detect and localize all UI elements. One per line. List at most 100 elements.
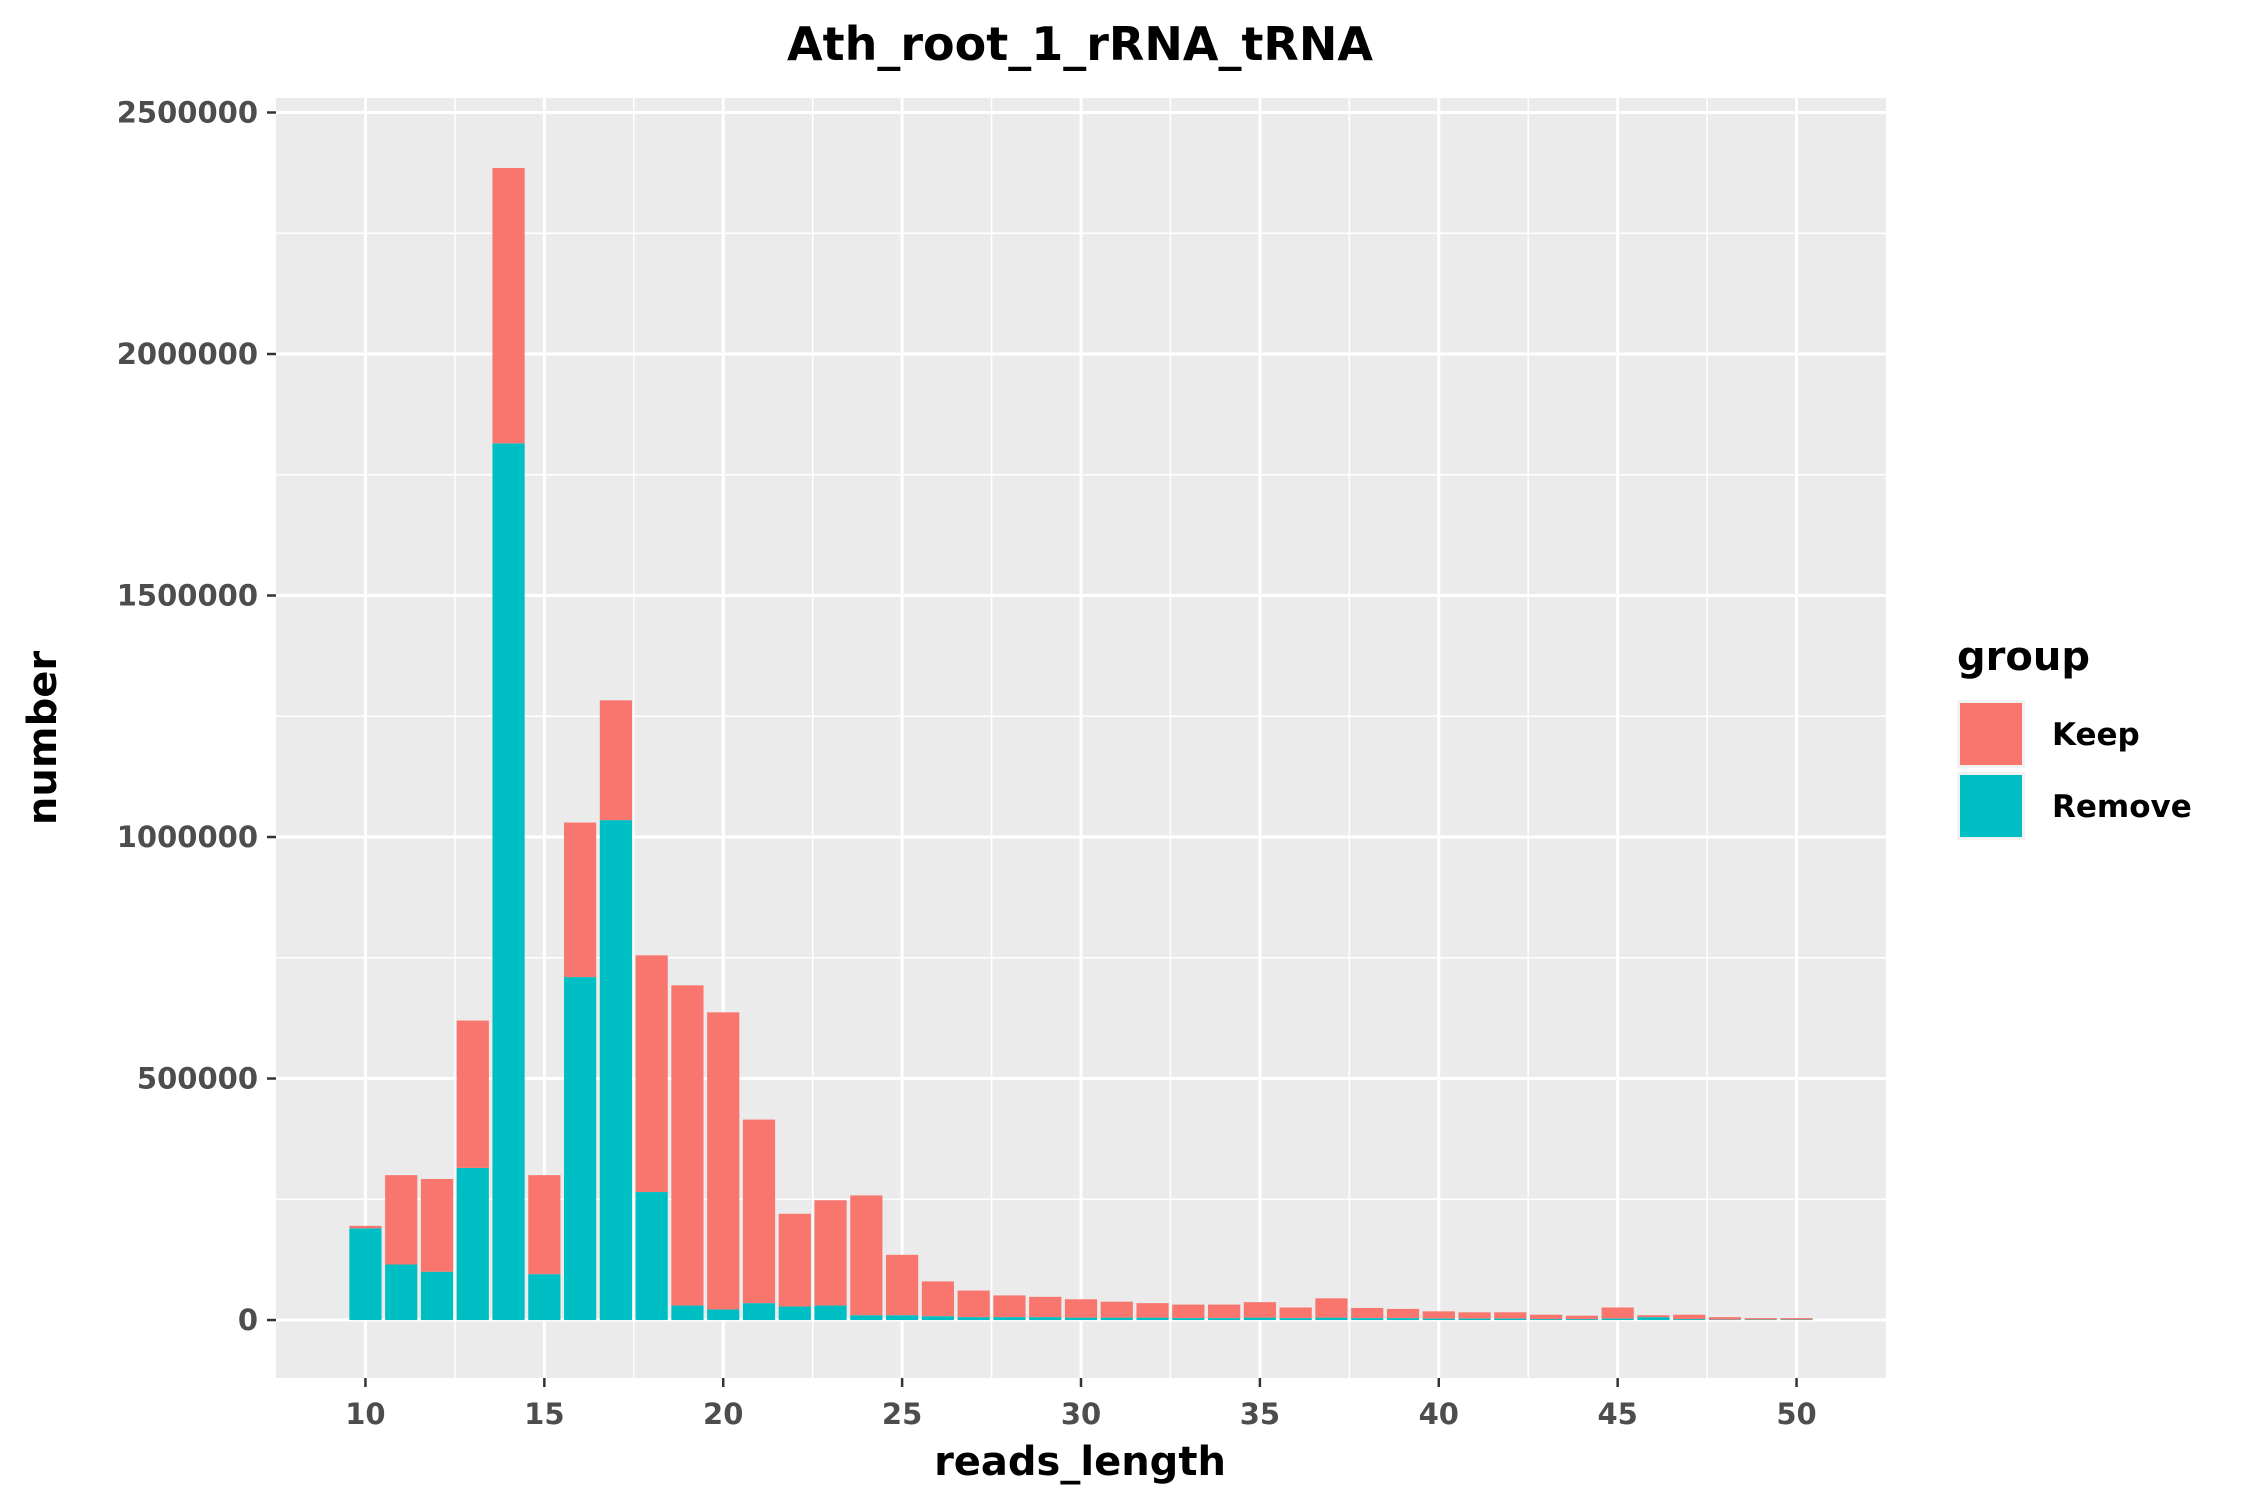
bar-keep-10 — [349, 1225, 382, 1229]
bar-keep-40 — [1422, 1311, 1455, 1319]
bar-remove-24 — [850, 1315, 883, 1321]
bar-keep-21 — [742, 1119, 776, 1304]
bar-keep-27 — [957, 1290, 990, 1318]
bar-remove-39 — [1386, 1318, 1420, 1321]
bar-keep-11 — [385, 1175, 418, 1265]
legend: group Keep Remove — [1957, 634, 2192, 840]
y-tick-label: 1500000 — [117, 579, 258, 613]
bar-remove-38 — [1351, 1318, 1384, 1321]
y-axis-title: number — [20, 651, 66, 825]
x-tick-label: 25 — [882, 1397, 922, 1431]
x-tick-label: 15 — [524, 1397, 564, 1431]
bar-keep-23 — [814, 1200, 847, 1306]
bar-remove-42 — [1494, 1318, 1527, 1321]
bar-keep-38 — [1351, 1307, 1384, 1319]
bar-remove-46 — [1637, 1317, 1670, 1321]
bar-keep-50 — [1780, 1318, 1813, 1320]
bar-remove-41 — [1458, 1318, 1491, 1321]
bar-remove-47 — [1673, 1319, 1706, 1321]
y-tick-label: 2000000 — [117, 337, 258, 371]
bar-remove-40 — [1422, 1318, 1455, 1321]
bar-keep-28 — [993, 1295, 1026, 1318]
bar-keep-32 — [1136, 1303, 1169, 1318]
bar-remove-45 — [1601, 1318, 1634, 1321]
bar-keep-36 — [1279, 1307, 1312, 1319]
bar-remove-20 — [707, 1309, 740, 1321]
bar-remove-22 — [778, 1306, 811, 1321]
bar-keep-16 — [564, 822, 597, 978]
x-axis-title: reads_length — [934, 1439, 1226, 1485]
bar-keep-18 — [635, 955, 668, 1193]
bar-keep-46 — [1637, 1315, 1670, 1318]
bar-keep-42 — [1494, 1312, 1527, 1319]
bar-keep-37 — [1315, 1298, 1348, 1318]
bar-remove-12 — [420, 1271, 454, 1321]
y-tick-label: 500000 — [137, 1062, 258, 1096]
x-tick-label: 40 — [1419, 1397, 1459, 1431]
bar-remove-43 — [1530, 1319, 1563, 1321]
legend-label-keep: Keep — [2052, 717, 2140, 753]
bar-keep-13 — [456, 1020, 489, 1168]
legend-swatch-keep — [1960, 703, 2022, 765]
bar-remove-36 — [1279, 1318, 1312, 1321]
bar-keep-30 — [1064, 1299, 1098, 1318]
bar-remove-10 — [349, 1228, 382, 1321]
x-tick-label: 30 — [1061, 1397, 1101, 1431]
bar-remove-34 — [1208, 1318, 1241, 1321]
legend-swatch-remove — [1960, 775, 2022, 837]
bar-remove-15 — [528, 1274, 561, 1321]
bar-remove-17 — [599, 820, 632, 1321]
bar-keep-47 — [1673, 1314, 1706, 1320]
y-axis-ticks: 0 500000 1000000 1500000 2000000 2500000 — [117, 95, 276, 1337]
bar-remove-30 — [1064, 1317, 1098, 1321]
bar-remove-37 — [1315, 1317, 1348, 1321]
x-tick-label: 50 — [1776, 1397, 1816, 1431]
legend-title: group — [1957, 634, 2090, 680]
bar-remove-23 — [814, 1305, 847, 1321]
bar-remove-13 — [456, 1167, 489, 1321]
bar-keep-43 — [1530, 1314, 1563, 1320]
bars — [349, 168, 1813, 1321]
bar-remove-32 — [1136, 1317, 1169, 1321]
bar-keep-24 — [850, 1195, 883, 1316]
y-tick-label: 0 — [238, 1303, 258, 1337]
bar-remove-25 — [886, 1315, 919, 1321]
bar-keep-17 — [599, 700, 632, 821]
bar-remove-11 — [385, 1264, 418, 1321]
legend-label-remove: Remove — [2052, 789, 2192, 825]
bar-keep-20 — [707, 1012, 740, 1310]
bar-remove-27 — [957, 1317, 990, 1321]
bar-remove-14 — [492, 443, 525, 1321]
bar-remove-33 — [1172, 1318, 1205, 1321]
bar-keep-33 — [1172, 1304, 1205, 1319]
bar-remove-28 — [993, 1317, 1026, 1321]
x-tick-label: 20 — [703, 1397, 743, 1431]
bar-remove-21 — [742, 1303, 776, 1321]
bar-remove-44 — [1565, 1319, 1598, 1321]
bar-keep-26 — [921, 1281, 954, 1317]
bar-keep-34 — [1208, 1304, 1241, 1319]
bar-remove-19 — [671, 1305, 704, 1321]
x-tick-label: 10 — [345, 1397, 385, 1431]
bar-keep-31 — [1100, 1301, 1133, 1318]
bar-keep-15 — [528, 1175, 561, 1275]
y-tick-label: 2500000 — [117, 95, 258, 129]
bar-remove-29 — [1029, 1317, 1062, 1321]
bar-remove-35 — [1243, 1317, 1276, 1321]
bar-keep-25 — [886, 1254, 919, 1316]
major-gridlines — [276, 98, 1886, 1378]
x-axis-ticks: 10 15 20 25 30 35 40 45 50 — [345, 1378, 1817, 1431]
bar-keep-12 — [420, 1178, 454, 1272]
x-tick-label: 35 — [1240, 1397, 1280, 1431]
bar-remove-18 — [635, 1192, 668, 1321]
bar-remove-31 — [1100, 1317, 1133, 1321]
chart-title: Ath_root_1_rRNA_tRNA — [787, 17, 1373, 71]
bar-keep-39 — [1386, 1308, 1420, 1319]
bar-keep-22 — [778, 1213, 811, 1307]
bar-keep-44 — [1565, 1315, 1598, 1320]
bar-keep-29 — [1029, 1296, 1062, 1318]
bar-keep-48 — [1708, 1317, 1742, 1320]
bar-keep-19 — [671, 985, 704, 1306]
bar-keep-41 — [1458, 1312, 1491, 1319]
